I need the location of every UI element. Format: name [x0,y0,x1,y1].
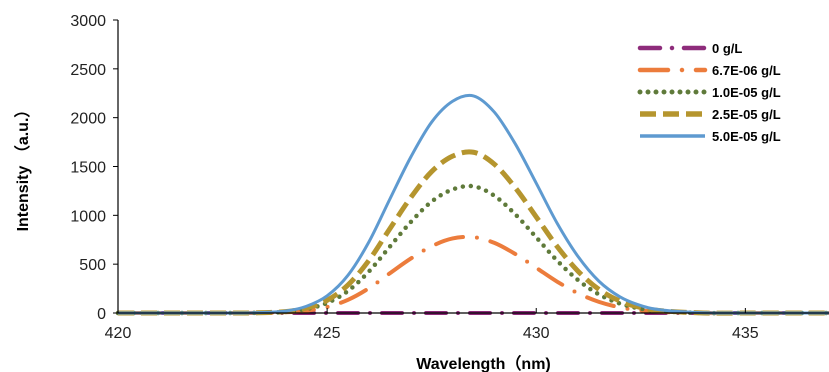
axes-layer: 0 500 1000 1500 2000 2500 3000 420 425 430 435 [70,13,829,342]
series-line-2 [115,183,829,316]
y-tick-label: 0 [97,306,106,323]
series-line-4 [118,93,829,315]
x-tick-label: 420 [105,325,132,342]
series-line-1 [116,234,829,316]
series-layer [115,93,829,316]
y-tick-label: 2000 [70,111,106,128]
x-tick-label: 430 [523,325,550,342]
y-tick-label: 500 [79,257,106,274]
y-tick-label: 2500 [70,62,106,79]
series-line-3 [118,149,829,316]
x-tick-label: 425 [314,325,341,342]
y-tick-label: 1000 [70,208,106,225]
legend-label-2: 1.0E-05 g/L [712,85,781,100]
x-tick-label: 435 [732,325,759,342]
legend-label-1: 6.7E-06 g/L [712,63,781,78]
y-axis-title: Intensity （a.u.） [14,102,32,232]
x-axis-title: Wavelength（nm) [416,355,551,372]
legend-label-4: 5.0E-05 g/L [712,129,781,144]
y-tick-label: 1500 [70,160,106,177]
legend: 0 g/L 6.7E-06 g/L 1.0E-05 g/L 2.5E-05 g/L 5.… [637,41,781,144]
y-tick-label: 3000 [70,13,106,30]
legend-label-0: 0 g/L [712,41,742,56]
legend-label-3: 2.5E-05 g/L [712,107,781,122]
